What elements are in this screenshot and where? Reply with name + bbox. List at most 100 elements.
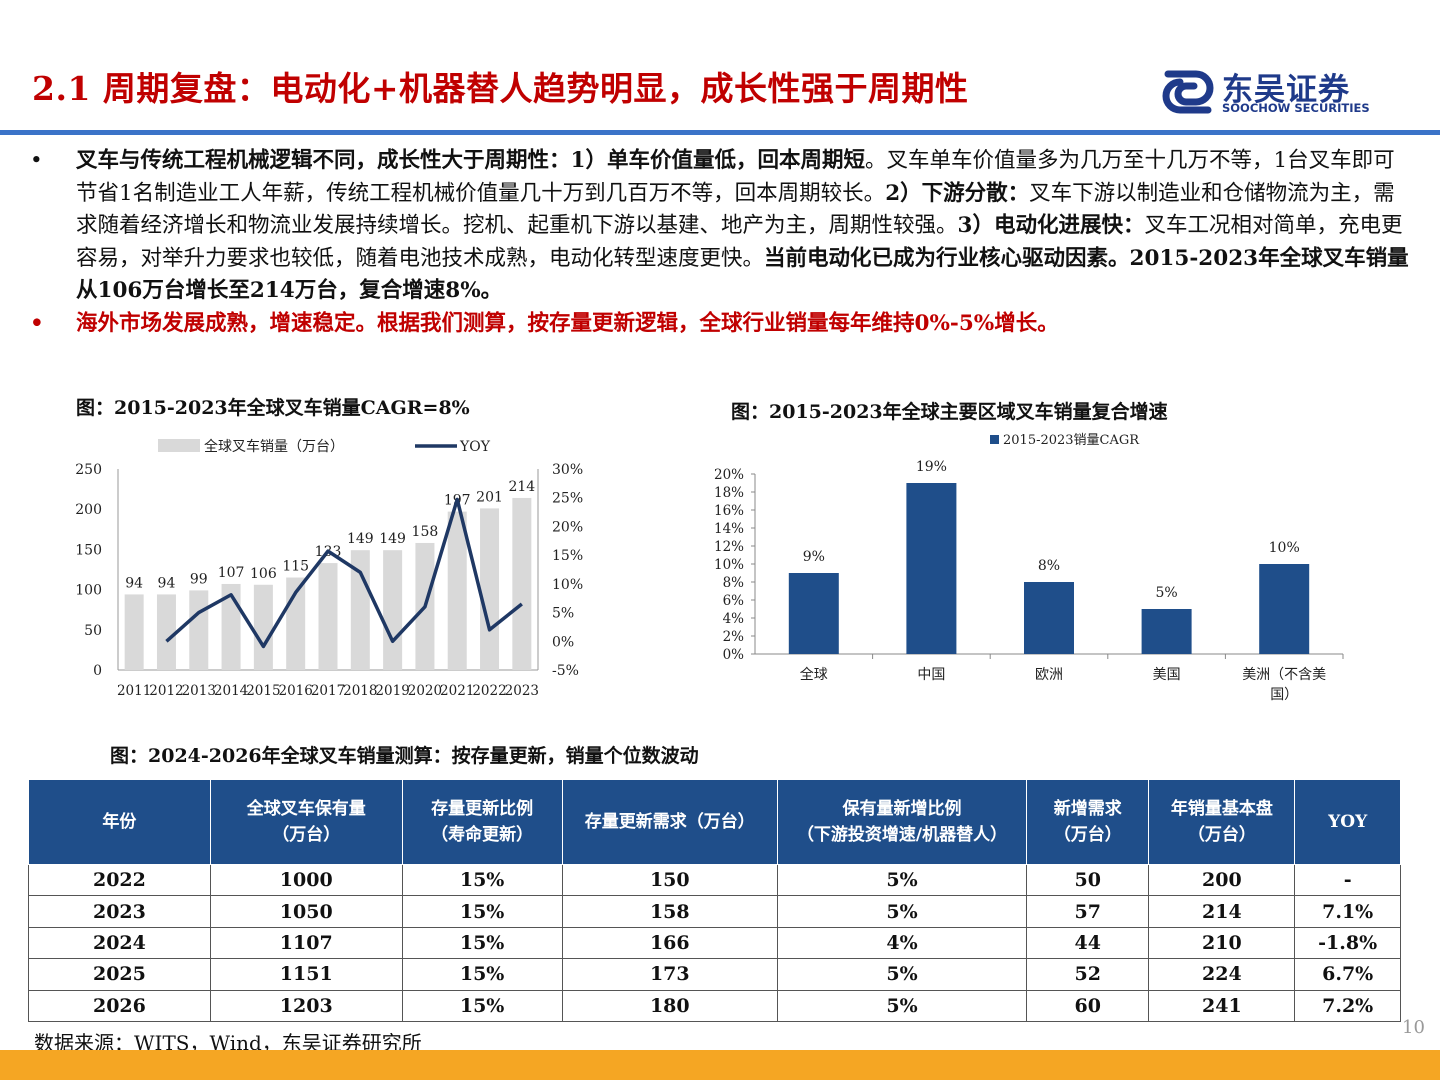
y-right-tick-label: 30% (552, 462, 583, 478)
x-tick-label: 2022 (472, 683, 506, 699)
table-cell: 7.1% (1294, 895, 1401, 928)
table-cell: 50 (1026, 863, 1150, 897)
table-cell: 44 (1026, 926, 1150, 960)
x-tick-label: 2013 (182, 683, 216, 699)
table-cell: 2023 (28, 895, 211, 928)
y-tick-label: 18% (714, 485, 744, 501)
y-tick-label: 2% (723, 629, 745, 645)
x-tick-label: 2014 (214, 683, 248, 699)
region-cagr-chart: 2015-2023销量CAGR 0% 2% 4% 6% 8% 10% 12% 14% 16% 18%… (714, 433, 1344, 703)
table-cell: 1151 (209, 958, 403, 991)
footer-bar (0, 1050, 1440, 1080)
sales-bar-label: 106 (250, 566, 277, 582)
sales-bar (447, 511, 467, 670)
table-cell: 1000 (209, 863, 403, 897)
figure-2-title: 图：2015-2023年全球主要区域叉车销量复合增速 (731, 401, 1168, 423)
y-tick-label: 14% (714, 521, 744, 537)
table-row: 2026 1203 15% 180 5% 60 241 7.2% (28, 989, 1401, 1022)
logo-text-cn: 东吴证券 (1222, 72, 1350, 108)
y-right-tick-label: 5% (552, 606, 574, 622)
bullet-1-conclusion: 当前电动化已成为行业核心驱动因素。2015-2023年全球叉车销量从106万台增… (76, 245, 1409, 304)
table-cell: 15% (401, 863, 563, 897)
region-bar (1141, 609, 1192, 654)
y-tick-label: 10% (714, 557, 744, 573)
sales-bar (253, 584, 273, 670)
region-bar (1259, 564, 1310, 654)
table-cell: 200 (1148, 863, 1296, 897)
region-bar-label: 5% (1155, 585, 1177, 601)
bullet-1-text-3: 叉车工况相对简单，充电更容易，对举升力要求也较低，随着电池技术成熟，电动化转型速… (76, 213, 1403, 271)
bullet-list: • 叉车与传统工程机械逻辑不同，成长性大于周期性：1）单车价值量低，回本周期短。… (30, 145, 1415, 341)
bullet-item-2: • 海外市场发展成熟，增速稳定。根据我们测算，按存量更新逻辑，全球行业销量每年维… (30, 308, 1415, 341)
table-cell: 15% (401, 958, 563, 991)
sales-bar (318, 563, 338, 670)
table-cell: 1050 (209, 895, 403, 928)
legend-line-label: YOY (459, 439, 491, 455)
sales-bar-label: 94 (158, 575, 176, 591)
table-cell: 57 (1026, 895, 1150, 928)
bullet-1-text-2: 叉车下游以制造业和仓储物流为主，需求随着经济增长和物流业发展持续增长。挖机、起重… (76, 180, 1395, 239)
page-number: 10 (1402, 1017, 1425, 1038)
x-tick-label: 2021 (440, 683, 474, 699)
region-bar (788, 573, 839, 654)
region-bar-label: 8% (1038, 558, 1060, 574)
table-cell: 1203 (209, 989, 403, 1022)
sales-bar (512, 497, 532, 670)
table-cell: 6.7% (1294, 958, 1401, 991)
table-cell: 173 (561, 958, 779, 991)
table-row: 2023 1050 15% 158 5% 57 214 7.1% (28, 895, 1401, 928)
sales-bar-label: 149 (379, 531, 406, 547)
region-bar-label: 9% (803, 549, 825, 565)
yoy-line (165, 497, 523, 649)
table-cell: 15% (401, 926, 563, 960)
table-cell: 7.2% (1294, 989, 1401, 1022)
sales-yoy-chart: 全球叉车销量（万台） YOY 0 50 100 150 200 250 -5% 0% 5% 10% 15… (75, 438, 583, 699)
table-header-cell: 年份 (28, 779, 211, 865)
bullet-2-text: 海外市场发展成熟，增速稳定。根据我们测算，按存量更新逻辑，全球行业销量每年维持0… (76, 310, 1059, 336)
table-header-cell: 存量更新需求（万台） (561, 779, 779, 865)
table-title: 图：2024-2026年全球叉车销量测算：按存量更新，销量个位数波动 (110, 745, 699, 767)
y-right-tick-label: 25% (552, 491, 583, 507)
header-divider (0, 130, 1440, 135)
sales-bar-label: 115 (282, 559, 309, 575)
table-cell: 1107 (209, 926, 403, 960)
legend-bar-label: 全球叉车销量（万台） (204, 438, 344, 455)
y-tick-label: 6% (723, 593, 745, 609)
sales-bar-label: 99 (190, 571, 208, 587)
table-row: 2022 1000 15% 150 5% 50 200- (28, 863, 1401, 897)
table-cell: 2026 (28, 989, 211, 1022)
y-right-tick-label: 0% (552, 634, 574, 650)
y-left-tick-label: 50 (84, 623, 102, 639)
x-tick-label: 2015 (246, 683, 280, 699)
table-cell: 150 (561, 863, 779, 897)
y-left-tick-label: 0 (93, 663, 102, 679)
table-cell: 210 (1148, 926, 1296, 960)
y-right-tick-label: 10% (552, 577, 583, 593)
table-header-cell: 全球叉车保有量 （万台） (209, 779, 403, 865)
table-row: 2025 1151 15% 173 5% 52 224 6.7% (28, 958, 1401, 991)
table-cell: 5% (777, 989, 1028, 1022)
forecast-table: 年份 全球叉车保有量 （万台） 存量更新比例 （寿命更新） 存量更新需求（万台） 保有量新增… (28, 779, 1401, 1022)
figure-1-title: 图：2015-2023年全球叉车销量CAGR=8% (76, 397, 470, 419)
y-tick-label: 4% (723, 611, 745, 627)
table-header-row: 年份 全球叉车保有量 （万台） 存量更新比例 （寿命更新） 存量更新需求（万台） 保有量新增… (28, 779, 1401, 865)
table-header-cell: 年销量基本盘 （万台） (1148, 779, 1296, 865)
table-cell: 241 (1148, 989, 1296, 1022)
sales-bar-label: 201 (476, 489, 503, 505)
table-cell: 180 (561, 989, 779, 1022)
sales-bar-label: 214 (508, 479, 535, 495)
sales-bar-label: 107 (218, 565, 245, 581)
x-tick-label: 2019 (375, 683, 409, 699)
table-cell: 224 (1148, 958, 1296, 991)
y-tick-label: 12% (714, 539, 744, 555)
table-cell: 2022 (28, 863, 211, 897)
region-bar (906, 483, 957, 654)
x-tick-label: 2016 (279, 683, 313, 699)
x-tick-label: 全球 (800, 666, 828, 683)
table-cell: 2025 (28, 958, 211, 991)
y-left-tick-label: 250 (75, 462, 102, 478)
table-cell: 15% (401, 989, 563, 1022)
legend-label: 2015-2023销量CAGR (1003, 433, 1140, 448)
y-right-tick-label: 15% (552, 548, 583, 564)
sales-bar (124, 594, 144, 670)
